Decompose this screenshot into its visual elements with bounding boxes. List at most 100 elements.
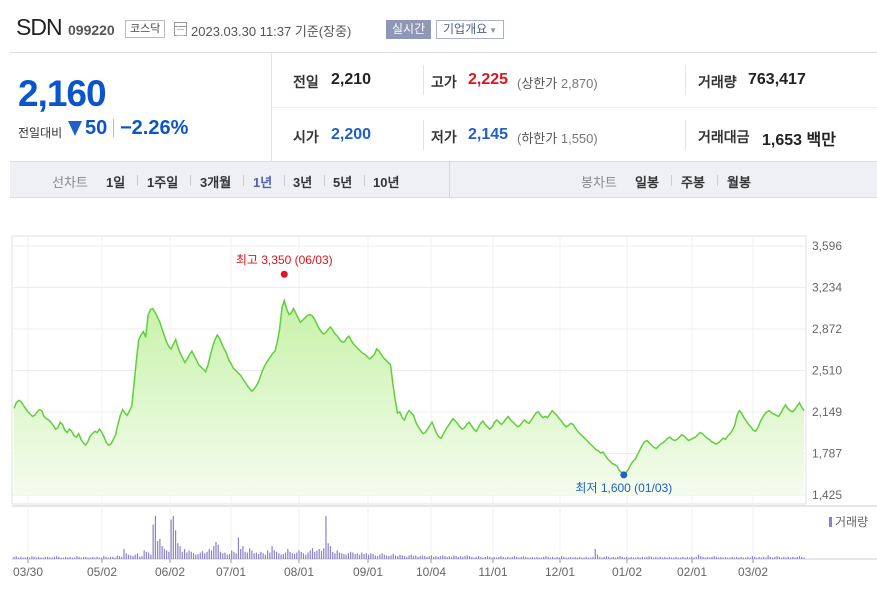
volume-bar: [105, 556, 107, 559]
volume-bar: [796, 556, 798, 559]
volume-bar: [280, 554, 282, 559]
volume-bar: [592, 556, 594, 559]
volume-bar: [543, 556, 545, 559]
min-marker: [620, 471, 628, 479]
volume-bar: [291, 553, 293, 559]
volume-bar: [448, 556, 450, 559]
stat-divider: [423, 65, 424, 95]
chart-tabs-bar: 선차트 1일 1주일 3개월 1년 3년 5년 10년 봉차트 일봉 주봉 월봉: [10, 162, 877, 198]
volume-bar: [767, 555, 769, 559]
volume-bar: [417, 556, 419, 559]
volume-bar: [599, 556, 601, 559]
volume-bar: [284, 552, 287, 559]
volume-bar: [123, 548, 125, 559]
tab-daily[interactable]: 일봉: [635, 175, 659, 190]
volume-bar: [538, 557, 540, 559]
volume-bar: [552, 556, 554, 559]
volume-bar: [22, 557, 24, 559]
volume-bar: [47, 556, 49, 559]
volume-bar: [255, 552, 257, 559]
volume-bar: [141, 556, 143, 559]
change-label: 전일대비: [18, 126, 63, 140]
volume-bar: [271, 546, 273, 559]
volume-bar: [314, 551, 316, 559]
volume-bar: [181, 551, 183, 559]
volume-bar: [495, 557, 498, 559]
price-area-layer: [13, 298, 805, 495]
volume-bar: [433, 556, 435, 559]
volume-bar: [536, 556, 538, 559]
volume-bar: [473, 557, 475, 559]
tab-1d[interactable]: 1일: [106, 175, 126, 190]
volume-bar: [437, 556, 439, 559]
volume-bar: [610, 557, 612, 559]
volume-bar: [309, 550, 311, 559]
x-tick-label: 07/01: [216, 565, 246, 579]
volume-bar: [401, 555, 403, 559]
lower-limit: (하한가 1,550): [517, 131, 598, 146]
volume-bar: [311, 548, 314, 559]
volume-bar: [403, 556, 406, 559]
volume-bar: [646, 556, 648, 559]
volume-bar: [453, 555, 455, 559]
tab-3y[interactable]: 3년: [293, 175, 313, 190]
volume-bar: [709, 557, 711, 559]
lower-limit-label: 하한가: [521, 131, 558, 146]
volume-bar: [188, 550, 190, 559]
volume-bar: [412, 556, 415, 559]
tab-5y[interactable]: 5년: [333, 175, 353, 190]
volume-bar: [177, 543, 179, 559]
volume-bar: [408, 555, 410, 559]
volume-bar: [460, 556, 462, 559]
volume-bar: [374, 555, 376, 559]
volume-bar: [56, 556, 58, 559]
volume-bar: [38, 556, 40, 559]
tab-weekly[interactable]: 주봉: [681, 175, 705, 190]
company-overview-label: 기업개요: [443, 22, 488, 36]
volume-bar: [228, 553, 231, 559]
volume-bar: [40, 557, 42, 559]
volume-bar: [581, 557, 583, 559]
volume-bar: [731, 556, 733, 559]
volume-bar: [334, 553, 336, 559]
volume-bar: [758, 556, 760, 559]
volume-bar: [569, 556, 572, 559]
volume-bar: [152, 524, 154, 559]
tab-3m[interactable]: 3개월: [200, 175, 232, 190]
volume-bar: [540, 557, 543, 559]
volume-bar: [35, 557, 38, 559]
volume-bar: [742, 557, 745, 559]
tab-10y[interactable]: 10년: [373, 175, 400, 190]
y-tick-label: 2,149: [812, 405, 842, 419]
max-label: 최고 3,350 (06/03): [236, 253, 333, 267]
volume-bar: [520, 556, 522, 559]
volume-bar: [471, 556, 473, 559]
volume-bar: [444, 556, 446, 559]
tab-1y[interactable]: 1년: [253, 175, 273, 190]
volume-bar: [302, 553, 305, 559]
volume-bar: [745, 557, 747, 559]
volume-bar: [192, 553, 195, 559]
volume-bar: [170, 519, 172, 559]
volume-bar: [246, 552, 249, 559]
volume-bar: [738, 557, 740, 559]
volume-bar: [260, 551, 262, 559]
volume-bar: [233, 551, 235, 559]
volume-bar: [415, 555, 417, 559]
volume-bar: [464, 556, 466, 559]
volume-bar: [525, 556, 527, 559]
volume-bar: [390, 555, 392, 559]
realtime-button[interactable]: 실시간: [386, 20, 432, 39]
tab-1w[interactable]: 1주일: [147, 175, 179, 190]
volume-bar: [801, 556, 803, 559]
volume-bar: [174, 530, 177, 559]
volume-bar: [504, 557, 507, 559]
x-tick-label: 08/01: [284, 565, 314, 579]
company-overview-button[interactable]: 기업개요 ▼: [436, 20, 505, 39]
x-tick-label: 02/01: [677, 565, 707, 579]
volume-bar: [421, 555, 424, 559]
tab-monthly[interactable]: 월봉: [727, 175, 751, 190]
volume-bar: [697, 554, 700, 559]
stats-row-1: 전일 2,210 고가 2,225 (상한가 2,870) 거래량 763,41…: [273, 53, 877, 108]
volume-bar: [785, 557, 787, 559]
